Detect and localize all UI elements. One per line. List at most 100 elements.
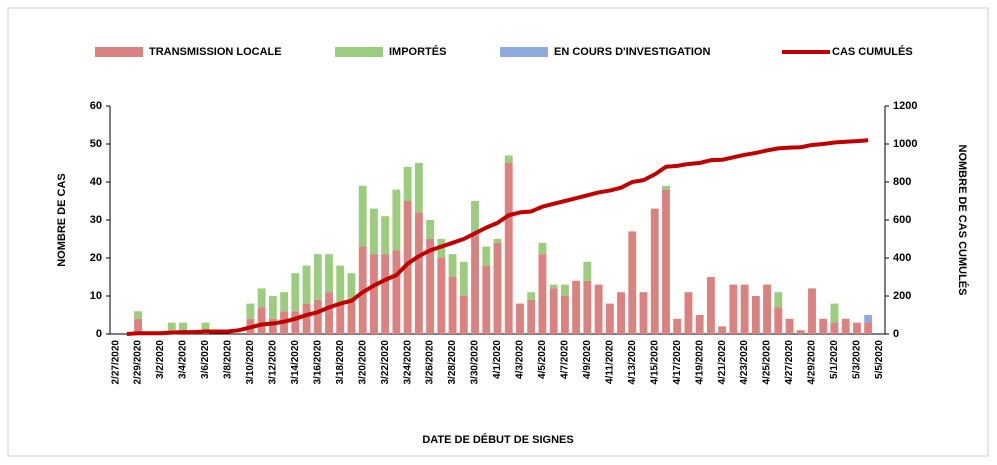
x-axis-title: DATE DE DÉBUT DE SIGNES xyxy=(422,433,573,446)
bar xyxy=(347,299,356,334)
bar xyxy=(268,318,277,334)
y2-tick-label: 800 xyxy=(893,176,911,188)
bar xyxy=(471,235,479,334)
bar xyxy=(684,292,693,334)
bar xyxy=(134,311,143,319)
x-tick-label: 3/30/2020 xyxy=(470,340,481,385)
bar xyxy=(504,163,513,334)
bar xyxy=(358,185,367,247)
bar xyxy=(841,318,850,334)
y2-tick-label: 1200 xyxy=(893,100,917,112)
bar xyxy=(852,322,861,334)
y2-tick-label: 600 xyxy=(893,214,911,226)
bar xyxy=(740,284,749,334)
bar xyxy=(482,246,491,266)
bar xyxy=(560,284,569,296)
y-tick-label: 10 xyxy=(90,290,102,302)
bar xyxy=(673,318,682,334)
bar xyxy=(718,326,727,334)
legend-label: CAS CUMULÉS xyxy=(832,45,913,58)
bar xyxy=(527,292,536,300)
x-tick-label: 3/24/2020 xyxy=(402,340,413,385)
bar xyxy=(448,254,457,277)
x-tick-label: 4/17/2020 xyxy=(672,340,683,385)
x-tick-label: 3/10/2020 xyxy=(245,340,256,385)
bar xyxy=(370,208,378,255)
x-tick-label: 4/29/2020 xyxy=(807,340,818,385)
bar xyxy=(246,303,255,319)
bar xyxy=(504,155,513,163)
bar xyxy=(459,296,468,334)
bar xyxy=(336,303,345,334)
bar xyxy=(403,166,412,201)
bar xyxy=(392,250,401,334)
y-tick-label: 60 xyxy=(90,100,102,112)
bar xyxy=(325,292,333,334)
y2-axis-title: NOMBRE DE CAS CUMULÉS xyxy=(956,145,969,296)
bar xyxy=(662,189,670,334)
bar xyxy=(662,185,670,190)
bar xyxy=(864,315,873,323)
bar xyxy=(347,273,356,300)
bar xyxy=(493,239,502,243)
bar xyxy=(706,277,715,334)
bar xyxy=(560,296,569,334)
bar xyxy=(370,254,378,334)
bar xyxy=(403,201,412,334)
bar xyxy=(751,296,760,334)
x-tick-label: 3/20/2020 xyxy=(357,340,368,385)
legend-label: IMPORTÉS xyxy=(389,45,446,58)
x-tick-label: 4/1/2020 xyxy=(492,340,503,379)
x-tick-label: 5/3/2020 xyxy=(852,340,863,379)
bar xyxy=(268,296,277,319)
bar xyxy=(257,307,266,334)
bar xyxy=(313,254,322,300)
bar xyxy=(179,322,187,331)
bar xyxy=(774,307,783,334)
bar xyxy=(572,280,581,334)
x-tick-label: 3/12/2020 xyxy=(268,340,279,385)
bar xyxy=(336,265,345,304)
y2-tick-label: 1000 xyxy=(893,138,917,150)
x-tick-label: 4/23/2020 xyxy=(739,340,750,385)
y-tick-label: 50 xyxy=(90,138,102,150)
x-tick-label: 4/7/2020 xyxy=(560,340,571,379)
x-tick-label: 3/4/2020 xyxy=(178,340,189,379)
x-tick-label: 5/1/2020 xyxy=(829,340,840,379)
x-tick-label: 4/27/2020 xyxy=(784,340,795,385)
bar xyxy=(650,208,659,334)
bar xyxy=(549,288,558,334)
y-tick-label: 0 xyxy=(96,328,102,340)
cumulative-line xyxy=(126,138,869,336)
bar xyxy=(414,212,423,334)
bar xyxy=(426,220,435,239)
x-tick-label: 3/28/2020 xyxy=(447,340,458,385)
x-tick-label: 4/13/2020 xyxy=(627,340,638,385)
bar xyxy=(639,292,648,334)
bar xyxy=(729,284,738,334)
bar xyxy=(605,303,614,334)
x-tick-label: 2/27/2020 xyxy=(110,340,121,385)
x-tick-label: 4/15/2020 xyxy=(649,340,660,385)
bar xyxy=(302,303,311,334)
bar xyxy=(808,288,816,334)
bar xyxy=(583,261,592,281)
x-tick-label: 4/19/2020 xyxy=(694,340,705,385)
x-tick-label: 4/25/2020 xyxy=(762,340,773,385)
bar xyxy=(313,299,322,334)
bar xyxy=(302,265,311,304)
bar xyxy=(414,163,423,213)
bar xyxy=(291,311,300,334)
bar xyxy=(628,231,637,334)
bar xyxy=(201,322,210,331)
x-tick-label: 3/16/2020 xyxy=(312,340,323,385)
bar xyxy=(695,315,704,334)
bar xyxy=(617,292,625,334)
bar xyxy=(763,284,771,334)
bar xyxy=(437,258,446,334)
bar xyxy=(830,303,839,323)
bar xyxy=(426,239,435,334)
x-tick-label: 3/8/2020 xyxy=(223,340,234,379)
bar xyxy=(516,303,524,334)
